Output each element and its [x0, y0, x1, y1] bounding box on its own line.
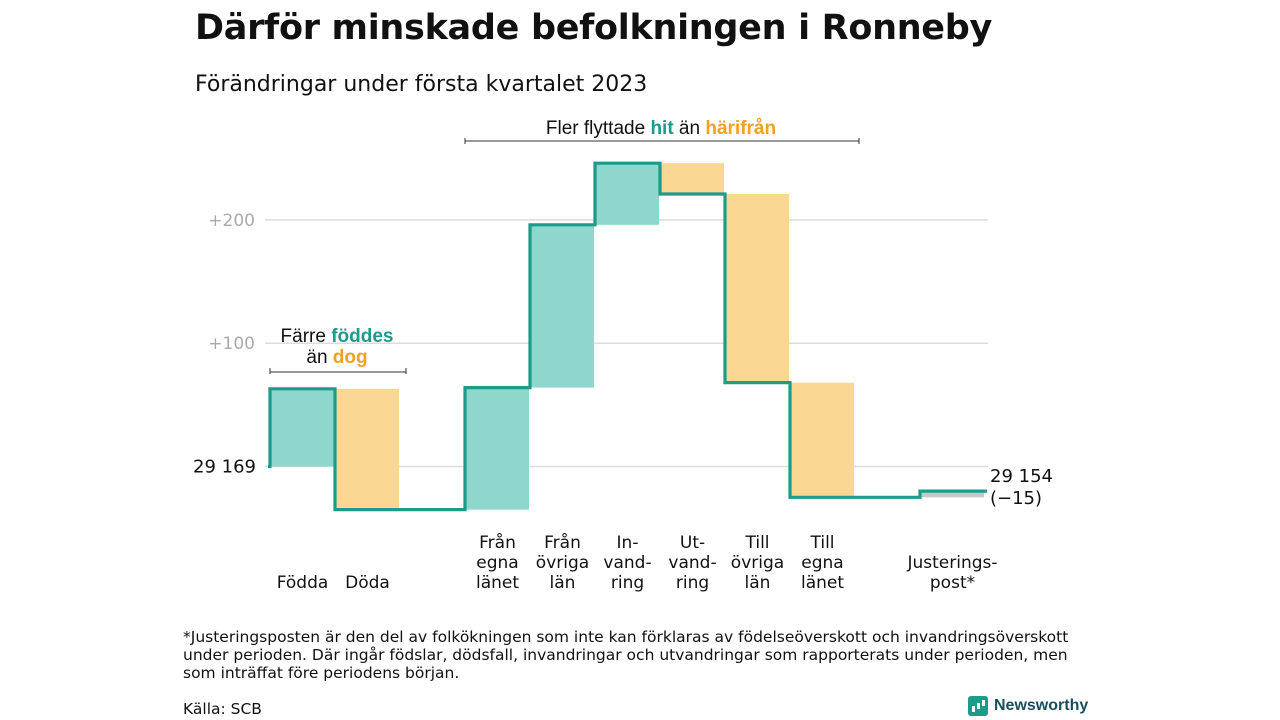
- x-axis-label: Födda: [277, 573, 329, 593]
- annotation-highlight: härifrån: [705, 118, 776, 139]
- waterfall-bar: [726, 194, 789, 383]
- x-axis-label: länet: [801, 573, 844, 593]
- x-axis-label: övriga: [536, 553, 589, 573]
- x-axis-label: Till: [809, 533, 834, 553]
- x-axis-label: län: [550, 573, 576, 593]
- chart-title: Därför minskade befolkningen i Ronneby: [195, 8, 993, 48]
- x-axis-label: Döda: [345, 573, 390, 593]
- waterfall-bar: [531, 224, 594, 388]
- annotation-bracket: [464, 138, 860, 144]
- waterfall-bar: [661, 163, 724, 195]
- x-axis-label: Från: [544, 532, 581, 553]
- waterfall-bar: [596, 163, 659, 225]
- x-axis-label: vand-: [603, 553, 651, 573]
- x-axis-label: ring: [676, 573, 709, 593]
- waterfall-bar: [921, 491, 984, 498]
- waterfall-bar: [336, 388, 399, 510]
- x-axis-label: egna: [476, 553, 518, 573]
- newsworthy-logo-icon: [968, 696, 988, 716]
- annotation-bracket: [269, 368, 407, 374]
- annotation-highlight: hit: [650, 118, 674, 139]
- brand-name: Newsworthy: [994, 697, 1089, 714]
- chart-subtitle: Förändringar under första kvartalet 2023: [195, 72, 648, 97]
- source-note: Källa: SCB: [183, 700, 262, 718]
- annotation-highlight-dead: dog: [333, 347, 368, 368]
- x-axis-label: In-: [617, 533, 639, 553]
- population-step-line: [268, 161, 987, 512]
- annotation-highlight-born: föddes: [331, 326, 393, 347]
- y-tick-label: +200: [208, 211, 255, 231]
- waterfall-bar: [466, 387, 529, 510]
- start-value-label: 29 169: [193, 457, 256, 478]
- x-axis-label: län: [745, 573, 771, 593]
- x-axis-label: ring: [611, 573, 644, 593]
- annotation-text: Fler flyttade: [546, 118, 651, 139]
- x-axis-label: Justerings-: [906, 553, 997, 573]
- x-axis-label: vand-: [668, 553, 716, 573]
- waterfall-bar: [271, 388, 334, 467]
- annotation-text: än: [306, 347, 332, 368]
- end-value-label: 29 154: [990, 466, 1053, 487]
- newsworthy-logo: Newsworthy: [968, 696, 1088, 716]
- annotation-births: Färre föddes: [281, 326, 394, 347]
- x-axis-label: post*: [930, 573, 975, 593]
- y-tick-label: +100: [208, 334, 255, 354]
- x-axis-label: Ut-: [680, 533, 705, 553]
- annotation-deaths: än dog: [306, 347, 367, 368]
- waterfall-bar: [791, 382, 854, 498]
- waterfall-chart: +100+200 Födda DödaFrånegnalänetFrånövrig…: [193, 118, 1053, 593]
- x-axis-label: Från: [479, 532, 516, 553]
- annotation-text: än: [674, 118, 706, 139]
- x-axis-label: egna: [801, 553, 843, 573]
- annotation-moves: Fler flyttade hit än härifrån: [546, 118, 776, 139]
- x-axis-label: Till: [744, 533, 769, 553]
- footnote: *Justeringsposten är den del av folkökni…: [183, 628, 1069, 682]
- x-axis-label: övriga: [731, 553, 784, 573]
- end-change-label: (−15): [990, 488, 1042, 509]
- x-axis-label: länet: [476, 573, 519, 593]
- annotation-text: Färre: [281, 326, 332, 347]
